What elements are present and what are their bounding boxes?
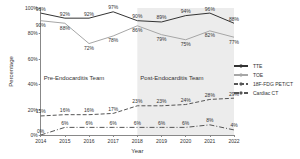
svg-text:79%: 79% bbox=[157, 36, 168, 42]
svg-text:23%: 23% bbox=[132, 98, 143, 104]
svg-text:0%: 0% bbox=[37, 128, 45, 134]
svg-text:89%: 89% bbox=[157, 14, 168, 20]
svg-text:4%: 4% bbox=[230, 122, 238, 128]
svg-text:90%: 90% bbox=[36, 22, 47, 28]
svg-text:18F-FDG PET/CT: 18F-FDG PET/CT bbox=[253, 81, 293, 87]
svg-text:75%: 75% bbox=[181, 41, 192, 47]
svg-text:60%: 60% bbox=[28, 56, 39, 62]
svg-text:28%: 28% bbox=[205, 92, 216, 98]
svg-text:2014: 2014 bbox=[35, 138, 46, 144]
svg-text:2021: 2021 bbox=[204, 138, 215, 144]
svg-text:TOE: TOE bbox=[253, 72, 264, 78]
svg-text:16%: 16% bbox=[60, 107, 71, 113]
svg-text:Post-Endocarditis Team: Post-Endocarditis Team bbox=[140, 75, 203, 81]
svg-text:86%: 86% bbox=[132, 27, 143, 33]
svg-text:8%: 8% bbox=[206, 117, 214, 123]
svg-text:6%: 6% bbox=[61, 120, 69, 126]
svg-text:92%: 92% bbox=[84, 11, 95, 17]
svg-text:20%: 20% bbox=[27, 106, 38, 113]
svg-text:24%: 24% bbox=[181, 97, 192, 103]
svg-text:6%: 6% bbox=[158, 120, 166, 126]
svg-text:2016: 2016 bbox=[83, 138, 94, 144]
svg-text:2017: 2017 bbox=[108, 138, 119, 144]
svg-text:82%: 82% bbox=[205, 32, 216, 38]
svg-text:100%: 100% bbox=[24, 5, 38, 11]
svg-text:Year: Year bbox=[131, 148, 143, 154]
svg-text:2022: 2022 bbox=[228, 138, 239, 144]
svg-text:23%: 23% bbox=[157, 98, 168, 104]
svg-text:96%: 96% bbox=[205, 6, 216, 12]
svg-text:97%: 97% bbox=[108, 4, 119, 10]
svg-text:2015: 2015 bbox=[59, 138, 70, 144]
svg-text:90%: 90% bbox=[132, 13, 143, 19]
svg-text:88%: 88% bbox=[60, 25, 71, 31]
svg-text:16%: 16% bbox=[84, 107, 95, 113]
svg-text:72%: 72% bbox=[84, 45, 95, 51]
svg-text:6%: 6% bbox=[134, 120, 142, 126]
svg-text:Cardiac CT: Cardiac CT bbox=[253, 90, 278, 96]
svg-text:2020: 2020 bbox=[180, 138, 191, 144]
svg-text:94%: 94% bbox=[181, 8, 192, 14]
svg-text:40%: 40% bbox=[28, 81, 39, 87]
svg-text:2019: 2019 bbox=[156, 138, 167, 144]
svg-text:78%: 78% bbox=[108, 37, 119, 43]
svg-text:Percentage: Percentage bbox=[8, 56, 14, 87]
svg-text:80%: 80% bbox=[28, 30, 39, 36]
svg-text:17%: 17% bbox=[108, 106, 119, 112]
svg-text:96%: 96% bbox=[36, 6, 47, 12]
svg-text:92%: 92% bbox=[60, 11, 71, 17]
svg-text:TTE: TTE bbox=[253, 63, 263, 69]
svg-text:0%: 0% bbox=[30, 132, 38, 138]
svg-text:2018: 2018 bbox=[132, 138, 143, 144]
svg-text:6%: 6% bbox=[85, 120, 93, 126]
svg-text:88%: 88% bbox=[229, 16, 240, 22]
svg-text:29%: 29% bbox=[229, 90, 239, 97]
svg-text:Pre-Endocarditis Team: Pre-Endocarditis Team bbox=[44, 75, 105, 81]
svg-text:6%: 6% bbox=[182, 120, 190, 126]
svg-text:6%: 6% bbox=[110, 120, 118, 126]
svg-text:77%: 77% bbox=[229, 39, 240, 45]
svg-text:15%: 15% bbox=[36, 108, 47, 114]
